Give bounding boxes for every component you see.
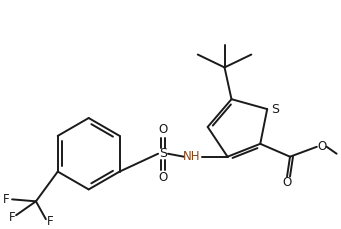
Text: O: O: [317, 140, 326, 153]
Text: F: F: [3, 193, 10, 206]
Text: NH: NH: [183, 150, 201, 163]
Text: F: F: [46, 215, 53, 228]
Text: S: S: [159, 147, 167, 160]
Text: S: S: [271, 103, 279, 116]
Text: O: O: [159, 171, 168, 184]
Text: O: O: [282, 176, 292, 189]
Text: O: O: [159, 123, 168, 136]
Text: F: F: [9, 211, 15, 224]
